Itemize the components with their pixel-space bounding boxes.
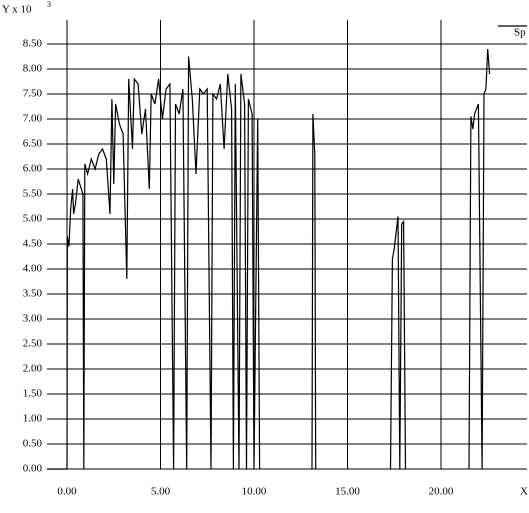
y-tick-label: 1.00 bbox=[23, 413, 43, 425]
y-tick-label: 4.00 bbox=[23, 263, 43, 275]
y-tick-label: 0.00 bbox=[23, 463, 43, 475]
y-tick-label: 1.50 bbox=[23, 388, 43, 400]
x-tick-label: 20.00 bbox=[429, 486, 454, 498]
y-tick-label: 6.00 bbox=[23, 163, 43, 175]
y-tick-label: 8.00 bbox=[23, 63, 43, 75]
y-tick-label: 0.50 bbox=[23, 438, 43, 450]
y-tick-label: 5.00 bbox=[23, 213, 43, 225]
y-tick-label: 2.50 bbox=[23, 338, 43, 350]
data-line bbox=[47, 48, 491, 470]
y-tick-label: 3.00 bbox=[23, 313, 43, 325]
y-tick-label: 6.50 bbox=[23, 138, 43, 150]
x-tick-label: 5.00 bbox=[151, 486, 171, 498]
x-axis-title: X bbox=[520, 486, 528, 498]
y-tick-label: 7.50 bbox=[23, 88, 43, 100]
y-tick-label: 5.50 bbox=[23, 188, 43, 200]
y-tick-label: 3.50 bbox=[23, 288, 43, 300]
y-tick-label: 4.50 bbox=[23, 238, 43, 250]
y-tick-label: 2.00 bbox=[23, 363, 43, 375]
y-tick-label: 7.00 bbox=[23, 113, 43, 125]
y-axis-title: Y x 10 bbox=[2, 4, 32, 16]
x-tick-label: 10.00 bbox=[242, 486, 267, 498]
legend-label: Sp bbox=[514, 27, 526, 39]
x-tick-label: 15.00 bbox=[335, 486, 360, 498]
x-tick-label: 0.00 bbox=[57, 486, 77, 498]
y-tick-label: 8.50 bbox=[23, 38, 43, 50]
y-axis-title-exponent: 3 bbox=[47, 0, 51, 9]
